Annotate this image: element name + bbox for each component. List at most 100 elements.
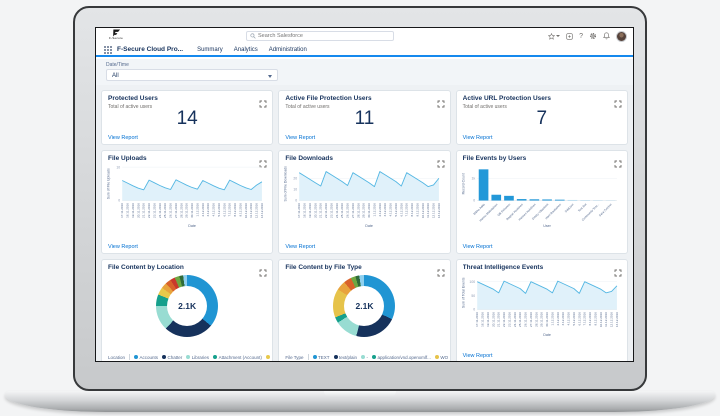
card-active-url-protection-users: Active URL Protection Users Total of act… [455,90,628,145]
card-file-content-by-location: File Content by Location 2.1K Location Ac… [101,259,274,361]
expand-icon[interactable] [437,155,445,168]
svg-text:12.12.2016: 12.12.2016 [432,203,436,218]
svg-text:6.12.2016: 6.12.2016 [400,203,404,217]
card-title: Protected Users [108,95,158,102]
legend-item: Attachment (Account) [213,355,262,360]
setup-gear-icon[interactable] [589,32,597,40]
expand-icon[interactable] [614,264,622,277]
view-report-link[interactable]: View Report [108,244,138,250]
svg-text:0: 0 [118,199,120,203]
svg-text:Record Count: Record Count [461,173,465,194]
expand-icon[interactable] [259,264,267,277]
global-actions-icon[interactable] [566,32,573,40]
line-chart-file-uploads: 0 10 Sum of File Uploads Date 17.11.2016 18.1… [107,165,264,228]
expand-icon[interactable] [614,155,622,168]
app-launcher-icon[interactable] [104,45,112,54]
expand-icon[interactable] [614,95,622,108]
expand-icon[interactable] [259,155,267,168]
svg-text:50: 50 [471,294,475,298]
svg-text:6.12.2016: 6.12.2016 [222,203,226,217]
legend-item: text/plain [333,355,357,360]
search-input[interactable] [258,33,390,39]
legend-item: Libraries [186,355,209,360]
expand-icon[interactable] [437,95,445,108]
user-avatar[interactable] [616,30,627,42]
svg-text:4.12.2016: 4.12.2016 [566,312,570,326]
card-title: File Events by Users [462,155,527,162]
svg-text:24.11.2016: 24.11.2016 [512,312,516,327]
chevron-down-icon [268,74,272,78]
header-icons: ? [548,28,627,44]
svg-text:30.11.2016: 30.11.2016 [190,203,194,218]
svg-text:27.11.2016: 27.11.2016 [351,203,355,218]
donut-chart-file-type: 2.1K [333,275,396,337]
svg-text:28.11.2016: 28.11.2016 [357,203,361,218]
svg-text:30.11.2016: 30.11.2016 [545,312,549,327]
card-active-file-protection-users: Active File Protection Users Total of ac… [278,90,451,145]
legend-title: Location [108,354,126,360]
card-file-content-by-file-type: File Content by File Type 2.1K File Type… [278,259,451,361]
svg-text:18.11.2016: 18.11.2016 [126,203,130,218]
svg-text:19.11.2016: 19.11.2016 [131,203,135,218]
favorites-star-icon[interactable] [548,32,561,40]
svg-text:28.11.2016: 28.11.2016 [179,203,183,218]
svg-text:18.11.2016: 18.11.2016 [303,203,307,218]
notifications-bell-icon[interactable] [603,32,610,40]
metric-value: 14 [176,108,198,129]
svg-text:Date: Date [188,224,196,228]
svg-text:7.12.2016: 7.12.2016 [228,203,232,217]
laptop-notch [324,391,396,398]
view-report-link[interactable]: View Report [108,135,138,141]
svg-text:21.11.2016: 21.11.2016 [142,203,146,218]
svg-text:20.11.2016: 20.11.2016 [491,312,495,327]
legend-title: File Type [285,354,304,360]
legend-item: TEXT [312,355,330,360]
view-report-link[interactable]: View Report [462,353,493,359]
app-name: F-Secure Cloud Pro... [117,46,184,53]
chart-legend: File Type TEXT text/plain - application/vnd.… [285,354,448,360]
search-icon [250,33,256,39]
svg-text:5.12.2016: 5.12.2016 [217,203,221,217]
svg-text:Sum of File Downloads: Sum of File Downloads [284,166,288,202]
expand-icon[interactable] [259,95,267,108]
svg-text:Sum of Total Events: Sum of Total Events [461,277,465,308]
datetime-filter-dropdown[interactable]: All [106,69,278,81]
tab-summary[interactable]: Summary [197,46,223,53]
help-icon[interactable]: ? [579,32,583,40]
tab-analytics[interactable]: Analytics [233,46,258,53]
svg-text:10: 10 [294,188,298,192]
fsecure-logo-text: F-Secure [109,36,123,40]
donut-center-label: 2.1K [167,286,208,326]
svg-text:18.11.2016: 18.11.2016 [480,312,484,327]
svg-text:17.11.2016: 17.11.2016 [120,203,124,218]
app-navbar: F-Secure Cloud Pro... Summary Analytics … [96,44,633,57]
svg-text:13.12.2016: 13.12.2016 [437,203,441,218]
svg-text:23.11.2016: 23.11.2016 [152,203,156,218]
svg-text:12.12.2016: 12.12.2016 [609,312,613,327]
svg-text:7.12.2016: 7.12.2016 [405,203,409,217]
view-report-link[interactable]: View Report [462,135,493,141]
view-report-link[interactable]: View Report [462,244,493,250]
card-title: Active File Protection Users [285,95,372,102]
dashboard-grid: Protected Users Total of active users 14… [96,85,633,361]
tab-administration[interactable]: Administration [268,46,307,53]
legend-item: Accounts [134,355,158,360]
svg-text:4.12.2016: 4.12.2016 [212,203,216,217]
svg-text:100: 100 [469,280,475,284]
svg-text:13.12.2016: 13.12.2016 [260,203,264,218]
line-chart-file-downloads: 0 10 20 Sum of File Downloads Date 17.11.2016… [284,166,441,228]
svg-text:9.12.2016: 9.12.2016 [416,203,420,217]
svg-text:Test Bot: Test Bot [577,202,587,212]
expand-icon[interactable] [437,264,445,277]
view-report-link[interactable]: View Report [285,135,316,141]
card-title: File Uploads [108,155,147,162]
svg-text:27.11.2016: 27.11.2016 [529,312,533,327]
svg-text:24.11.2016: 24.11.2016 [335,203,339,218]
svg-text:2.12.2016: 2.12.2016 [201,203,205,217]
screen: F-Secure ? [95,27,634,362]
view-report-link[interactable]: View Report [285,244,316,250]
svg-text:3.12.2016: 3.12.2016 [384,203,388,217]
svg-text:8.12.2016: 8.12.2016 [410,203,414,217]
svg-text:Sara Zurcher: Sara Zurcher [598,202,613,217]
